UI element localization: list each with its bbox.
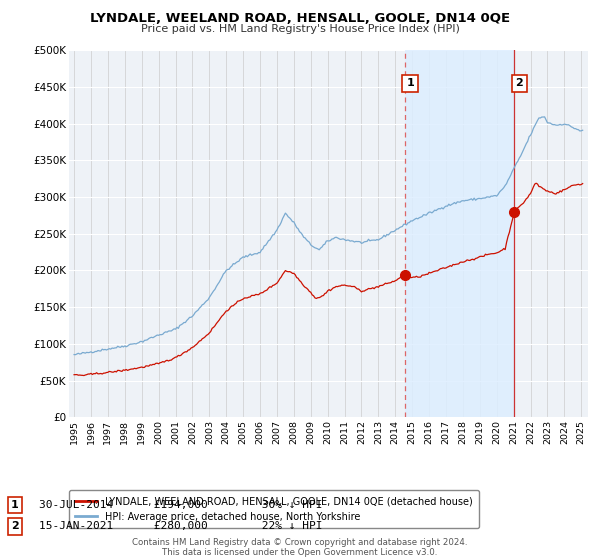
Text: LYNDALE, WEELAND ROAD, HENSALL, GOOLE, DN14 0QE: LYNDALE, WEELAND ROAD, HENSALL, GOOLE, D… [90,12,510,25]
Text: 1: 1 [11,500,19,510]
Text: Contains HM Land Registry data © Crown copyright and database right 2024.
This d: Contains HM Land Registry data © Crown c… [132,538,468,557]
Text: 30-JUL-2014      £194,000        30% ↓ HPI: 30-JUL-2014 £194,000 30% ↓ HPI [39,500,323,510]
Legend: LYNDALE, WEELAND ROAD, HENSALL, GOOLE, DN14 0QE (detached house), HPI: Average p: LYNDALE, WEELAND ROAD, HENSALL, GOOLE, D… [68,490,479,529]
Text: 1: 1 [406,78,414,88]
Text: 2: 2 [11,521,19,531]
Bar [405,50,514,417]
Text: 15-JAN-2021      £280,000        22% ↓ HPI: 15-JAN-2021 £280,000 22% ↓ HPI [39,521,323,531]
Text: 2: 2 [515,78,523,88]
Text: Price paid vs. HM Land Registry's House Price Index (HPI): Price paid vs. HM Land Registry's House … [140,24,460,34]
